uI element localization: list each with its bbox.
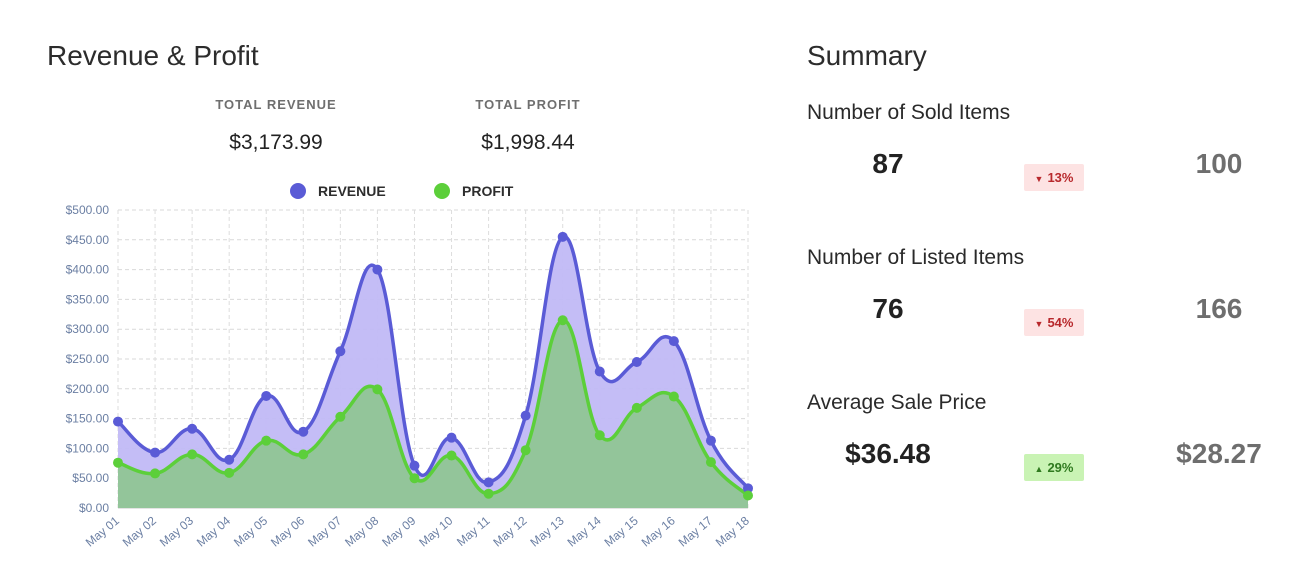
listed-items-previous: 166 bbox=[1195, 293, 1243, 324]
y-tick-label: $300.00 bbox=[66, 322, 110, 336]
profit-point bbox=[446, 450, 457, 461]
revenue-point bbox=[187, 423, 198, 434]
down-arrow-icon: ▼ bbox=[1034, 319, 1044, 329]
profit-point bbox=[483, 488, 494, 499]
profit-point bbox=[594, 430, 605, 441]
revenue-point bbox=[594, 366, 605, 377]
profit-area bbox=[118, 320, 748, 508]
revenue-point bbox=[113, 416, 123, 427]
x-tick-label: May 17 bbox=[676, 513, 715, 549]
x-tick-label: May 04 bbox=[194, 513, 233, 549]
profit-legend-marker bbox=[434, 183, 450, 199]
profit-point bbox=[298, 449, 309, 460]
x-tick-label: May 12 bbox=[490, 513, 529, 549]
profit-legend-label: PROFIT bbox=[462, 183, 514, 199]
y-tick-label: $350.00 bbox=[66, 292, 110, 306]
revenue-point bbox=[520, 410, 531, 421]
sold-items-change: 13% bbox=[1047, 170, 1074, 185]
revenue-point bbox=[631, 356, 642, 367]
y-tick-label: $100.00 bbox=[66, 441, 110, 455]
x-tick-label: May 02 bbox=[120, 513, 159, 549]
profit-point bbox=[150, 468, 161, 479]
profit-point bbox=[520, 445, 531, 456]
profit-point bbox=[261, 435, 272, 446]
profit-point bbox=[335, 411, 346, 422]
y-tick-label: $450.00 bbox=[66, 233, 110, 247]
avg-sale-price-change: 29% bbox=[1047, 460, 1074, 475]
revenue-profit-title: Revenue & Profit bbox=[47, 40, 259, 71]
avg-sale-price-label: Average Sale Price bbox=[807, 391, 987, 414]
listed-items-current: 76 bbox=[872, 293, 904, 324]
x-tick-label: May 11 bbox=[454, 513, 493, 549]
x-tick-label: May 07 bbox=[305, 513, 344, 549]
profit-point bbox=[113, 457, 123, 468]
profit-point bbox=[224, 467, 235, 478]
profit-point bbox=[409, 473, 420, 484]
y-tick-label: $500.00 bbox=[66, 203, 110, 217]
revenue-point bbox=[409, 460, 420, 471]
y-tick-label: $200.00 bbox=[66, 382, 110, 396]
total-revenue-label: TOTAL REVENUE bbox=[215, 97, 337, 112]
revenue-profit-chart: $0.00 $50.00 $100.00 $150.00 $200.00 $250.00 $… bbox=[66, 183, 753, 550]
profit-point bbox=[705, 457, 716, 468]
profit-point bbox=[187, 449, 198, 460]
y-tick-label: $400.00 bbox=[66, 263, 110, 277]
revenue-point bbox=[298, 426, 309, 437]
x-tick-label: May 03 bbox=[157, 513, 196, 549]
sold-items-change-badge: ▼ 13% bbox=[1024, 164, 1084, 191]
profit-point bbox=[668, 391, 679, 402]
revenue-point bbox=[705, 435, 716, 446]
listed-items-change: 54% bbox=[1047, 315, 1074, 330]
revenue-point bbox=[446, 432, 457, 443]
revenue-point bbox=[483, 477, 494, 488]
x-tick-label: May 14 bbox=[565, 513, 604, 549]
x-tick-label: May 06 bbox=[268, 513, 307, 549]
summary-title: Summary bbox=[807, 40, 927, 71]
sold-items-label: Number of Sold Items bbox=[807, 101, 1011, 124]
y-tick-label: $150.00 bbox=[66, 412, 110, 426]
sold-items-current: 87 bbox=[872, 148, 904, 179]
revenue-point bbox=[743, 483, 753, 494]
listed-items-label: Number of Listed Items bbox=[807, 246, 1025, 269]
up-arrow-icon: ▲ bbox=[1034, 464, 1044, 474]
profit-point bbox=[557, 315, 568, 326]
x-tick-label: May 18 bbox=[713, 513, 752, 549]
revenue-point bbox=[372, 264, 383, 275]
total-revenue-value: $3,173.99 bbox=[229, 131, 323, 154]
y-tick-label: $0.00 bbox=[79, 501, 109, 515]
profit-point bbox=[631, 402, 642, 413]
avg-sale-price-change-badge: ▲ 29% bbox=[1024, 454, 1084, 481]
revenue-point bbox=[150, 447, 161, 458]
x-tick-label: May 08 bbox=[342, 513, 381, 549]
revenue-legend-label: REVENUE bbox=[318, 183, 386, 199]
sold-items-previous: 100 bbox=[1195, 148, 1243, 179]
y-tick-label: $50.00 bbox=[72, 471, 109, 485]
revenue-point bbox=[668, 336, 679, 347]
revenue-legend-marker bbox=[290, 183, 306, 199]
revenue-point bbox=[224, 454, 235, 465]
profit-point bbox=[743, 490, 753, 501]
x-tick-label: May 15 bbox=[602, 513, 641, 549]
avg-sale-price-current: $36.48 bbox=[845, 438, 931, 469]
x-tick-label: May 13 bbox=[527, 513, 566, 549]
x-tick-label: May 01 bbox=[83, 513, 122, 549]
x-tick-label: May 10 bbox=[416, 513, 455, 549]
revenue-point bbox=[261, 390, 272, 401]
revenue-point bbox=[335, 346, 346, 357]
total-profit-value: $1,998.44 bbox=[481, 131, 575, 154]
y-tick-label: $250.00 bbox=[66, 352, 110, 366]
avg-sale-price-previous: $28.27 bbox=[1176, 438, 1262, 469]
x-tick-label: May 09 bbox=[379, 513, 418, 549]
x-tick-label: May 16 bbox=[639, 513, 678, 549]
x-tick-label: May 05 bbox=[231, 513, 270, 549]
listed-items-change-badge: ▼ 54% bbox=[1024, 309, 1084, 336]
profit-point bbox=[372, 384, 383, 395]
down-arrow-icon: ▼ bbox=[1034, 174, 1044, 184]
revenue-point bbox=[557, 231, 568, 242]
total-profit-label: TOTAL PROFIT bbox=[475, 97, 581, 112]
